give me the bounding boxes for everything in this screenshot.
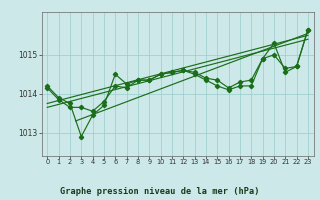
Text: Graphe pression niveau de la mer (hPa): Graphe pression niveau de la mer (hPa) — [60, 187, 260, 196]
